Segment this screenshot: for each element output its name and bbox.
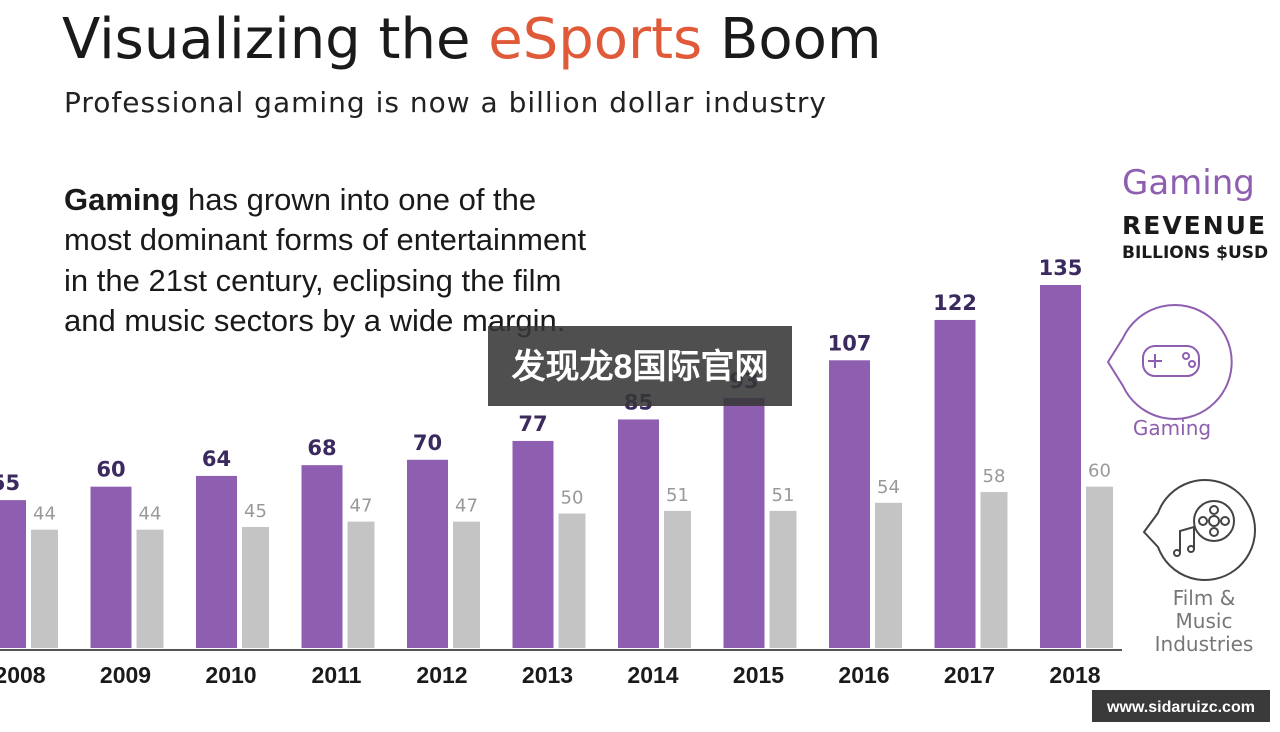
x-tick-label: 2012 (416, 662, 467, 688)
body-line: Gaming has grown into one of the (64, 182, 536, 217)
value-label: 58 (983, 466, 1006, 487)
gaming-bar (723, 397, 765, 648)
value-label: 60 (1088, 461, 1111, 482)
value-label: 68 (307, 436, 336, 460)
value-label: 107 (828, 331, 872, 355)
x-tick-label: 2009 (100, 662, 151, 688)
value-label: 47 (455, 496, 478, 517)
gaming-bar (1040, 285, 1081, 648)
site-box (1092, 690, 1270, 722)
x-tick-label: 2015 (733, 662, 784, 688)
body-line: in the 21st century, eclipsing the film (64, 263, 561, 298)
gaming-bar (512, 440, 554, 648)
legend-label: Industries (1155, 632, 1254, 656)
legend-heading: Gaming (1122, 163, 1255, 203)
gaming-bar (618, 419, 659, 648)
gaming-bar (90, 486, 132, 648)
legend-title: REVENUE (1122, 211, 1267, 240)
value-label: 60 (96, 458, 125, 482)
film-bar (980, 492, 1008, 648)
value-label: 44 (33, 504, 56, 525)
title-highlight: eSports (488, 7, 702, 72)
gaming-bar (934, 319, 976, 648)
gaming-bar (301, 465, 343, 648)
gaming-bar (0, 500, 26, 648)
x-tick-label: 2008 (0, 662, 46, 688)
gaming-bar (407, 459, 448, 648)
value-label: 77 (518, 412, 547, 436)
value-label: 64 (202, 447, 231, 471)
film-icon (1142, 479, 1257, 581)
x-tick-label: 2016 (838, 662, 889, 688)
value-label: 54 (877, 477, 900, 498)
subtitle: Professional gaming is now a billion dol… (64, 86, 827, 119)
film-bar (558, 513, 586, 648)
title-part: Visualizing the (62, 7, 488, 72)
film-bar (242, 527, 269, 648)
value-label: 50 (561, 488, 584, 509)
value-label: 45 (244, 501, 267, 522)
x-tick-label: 2010 (205, 662, 256, 688)
body-line: most dominant forms of entertainment (64, 222, 586, 257)
value-label: 55 (0, 471, 20, 495)
film-bar (875, 502, 902, 648)
gaming-bar (196, 475, 237, 648)
value-label: 51 (772, 485, 795, 506)
body-bold: Gaming (64, 182, 179, 217)
value-label: 44 (139, 504, 162, 525)
legend-unit: BILLIONS $USD (1122, 243, 1268, 263)
film-bar (664, 510, 691, 648)
film-bar (769, 510, 797, 648)
chart-title: Visualizing the eSports Boom (62, 7, 882, 72)
gaming-bar (829, 360, 870, 648)
x-tick-label: 2014 (627, 662, 678, 688)
film-bar (347, 521, 375, 648)
body-line: and music sectors by a wide margin. (64, 303, 565, 338)
film-bar (453, 521, 480, 648)
legend-label: Music (1176, 609, 1233, 633)
value-label: 70 (413, 431, 442, 455)
body-part: has grown into one of the (179, 182, 536, 217)
gaming-icon (1106, 304, 1233, 420)
x-tick-label: 2018 (1049, 662, 1100, 688)
legend-label: Film & (1173, 586, 1236, 610)
value-label: 47 (350, 496, 373, 517)
value-label: 135 (1039, 256, 1083, 280)
film-bar (136, 529, 164, 648)
x-tick-label: 2011 (312, 662, 362, 688)
film-bar (1086, 486, 1113, 648)
watermark: 发现龙8国际官网 (512, 348, 769, 386)
x-tick-label: 2013 (522, 662, 573, 688)
body-text: Gaming has grown into one of the most do… (64, 182, 586, 338)
legend-label: Gaming (1133, 416, 1211, 440)
watermark-box (488, 326, 792, 406)
site-label: www.sidaruizc.com (1106, 699, 1255, 716)
value-label: 122 (933, 291, 977, 315)
value-label: 51 (666, 485, 689, 506)
film-bar (31, 529, 58, 648)
x-tick-label: 2017 (944, 662, 995, 688)
title-part: Boom (702, 7, 881, 72)
